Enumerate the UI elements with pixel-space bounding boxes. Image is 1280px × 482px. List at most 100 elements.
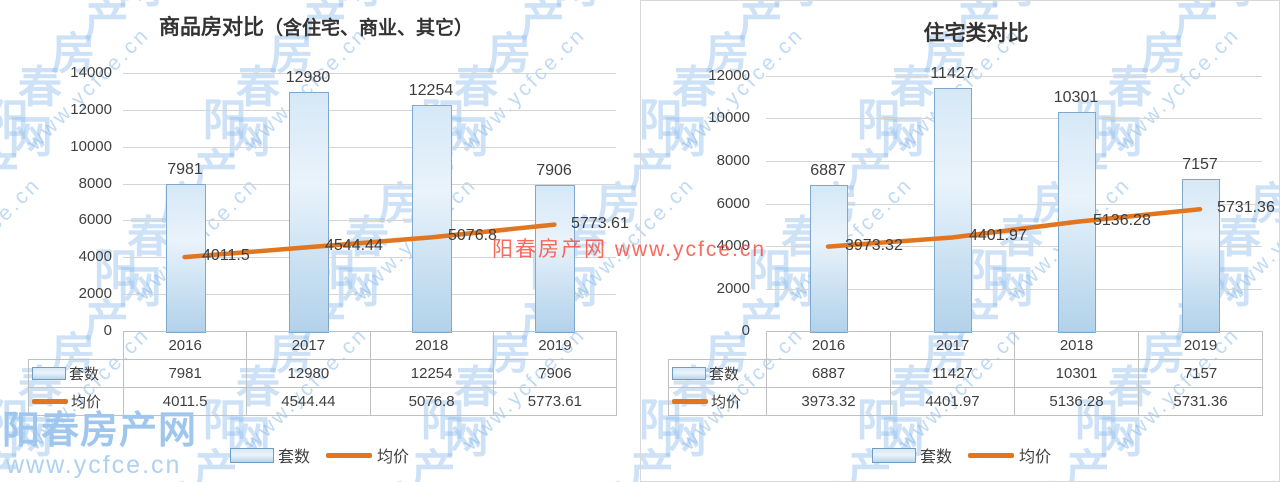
gridline	[123, 110, 616, 111]
bar-value-label: 6887	[810, 162, 846, 179]
table-value-cell: 5136.28	[1014, 387, 1139, 416]
table-value-cell: 3973.32	[766, 387, 891, 416]
table-value-cell: 4544.44	[246, 387, 371, 416]
table-series-row: 套数 7981 12980 12254 7906	[28, 359, 618, 388]
table-value-cell: 12254	[369, 359, 494, 388]
bar-2016	[810, 185, 848, 333]
bar-value-label: 12254	[408, 82, 454, 99]
line-value-label: 5136.28	[1093, 212, 1151, 229]
y-axis-tick-label: 6000	[78, 211, 112, 228]
table-series-name: 套数	[69, 366, 100, 383]
chart-data-table: 2016 2017 2018 2019 套数 6887 11427 10301 7157 均价 39…	[668, 331, 1263, 416]
table-value-cell: 5773.61	[492, 387, 618, 416]
legend-line-label: 均价	[377, 449, 410, 466]
watermark-url-text: www.ycfce.cn	[132, 0, 302, 5]
y-axis-tick-label: 8000	[716, 152, 750, 169]
y-axis-tick-label: 6000	[716, 195, 750, 212]
y-axis-tick-label: 0	[741, 322, 750, 339]
legend-bar-label: 套数	[278, 449, 311, 466]
bar-value-label: 7981	[167, 161, 203, 178]
table-series-row: 均价 3973.32 4401.97 5136.28 5731.36	[668, 387, 1263, 416]
table-year-row: 2016 2017 2018 2019	[28, 331, 618, 360]
chart-data-table: 2016 2017 2018 2019 套数 7981 12980 12254 7906 均价 40…	[28, 331, 618, 416]
line-value-label: 3973.32	[845, 237, 903, 254]
bar-2018	[412, 105, 452, 333]
watermark-brand-text: 阳春房产网	[0, 0, 71, 5]
gridline	[123, 294, 616, 295]
table-year-cell: 2017	[246, 331, 371, 360]
gridline	[123, 220, 616, 221]
gridline	[123, 184, 616, 185]
line-value-label: 4544.44	[325, 237, 383, 254]
table-series-label-cell: 均价	[28, 387, 124, 416]
legend-line-label: 均价	[1019, 449, 1052, 466]
table-series-label-cell: 套数	[668, 359, 767, 388]
right-chart-title-main: 住宅类对比	[923, 22, 1029, 45]
table-series-name: 均价	[71, 394, 102, 411]
bar-value-label: 10301	[1053, 89, 1099, 106]
table-value-cell: 6887	[766, 359, 891, 388]
legend-bar-key-icon	[872, 447, 916, 463]
table-series-label: 均价	[670, 391, 766, 412]
y-axis-tick-label: 12000	[70, 101, 112, 118]
table-series-row: 套数 6887 11427 10301 7157	[668, 359, 1263, 388]
y-axis-tick-label: 14000	[70, 64, 112, 81]
table-year-cell: 2017	[890, 331, 1015, 360]
y-axis-tick-label: 2000	[716, 280, 750, 297]
legend-bar-key-icon	[230, 447, 274, 463]
bar-series-key-icon	[32, 367, 66, 380]
left-chart-title: 商品房对比（含住宅、商业、其它）	[159, 11, 473, 41]
table-value-cell: 7981	[122, 359, 248, 388]
red-watermark-text: 阳春房产网 www.ycfce.cn	[492, 238, 767, 261]
y-axis-tick-label: 4000	[716, 237, 750, 254]
table-series-label: 均价	[30, 391, 123, 412]
table-year-cell: 2016	[122, 331, 248, 360]
table-value-cell: 5076.8	[369, 387, 494, 416]
table-value-cell: 5731.36	[1138, 387, 1263, 416]
watermark-brand-text: 阳春房产网	[296, 0, 507, 5]
table-value-cell: 11427	[890, 359, 1015, 388]
watermark-brand-text: 阳春房产网	[0, 113, 56, 196]
right-chart-title: 住宅类对比	[924, 17, 1029, 47]
line-value-label: 5773.61	[571, 215, 629, 232]
table-value-cell: 10301	[1014, 359, 1139, 388]
table-year-cell: 2019	[492, 331, 618, 360]
bar-2017	[289, 92, 329, 333]
site-logo-url: www.ycfce.cn	[6, 451, 182, 479]
legend-bar-label: 套数	[920, 449, 953, 466]
table-value-cell: 7157	[1138, 359, 1263, 388]
gridline	[123, 147, 616, 148]
bar-value-label: 12980	[285, 69, 331, 86]
bar-2016	[166, 184, 206, 333]
watermark-url-text: www.ycfce.cn	[0, 0, 84, 5]
gridline	[766, 161, 1262, 162]
site-logo-brand: 阳春房产网	[2, 410, 198, 452]
gridline	[766, 289, 1262, 290]
table-series-label: 套数	[670, 363, 766, 384]
legend-line-key-icon	[968, 452, 1015, 458]
bar-series-key-icon	[672, 367, 706, 380]
table-value-cell: 7906	[492, 359, 618, 388]
left-chart-title-main: 商品房对比	[158, 16, 264, 39]
table-corner-blank-cell	[28, 331, 124, 360]
table-series-label-cell: 套数	[28, 359, 124, 388]
gridline	[123, 73, 616, 74]
y-axis-tick-label: 10000	[70, 138, 112, 155]
bar-value-label: 7906	[536, 162, 572, 179]
table-series-label-cell: 均价	[668, 387, 767, 416]
bar-2018	[1058, 112, 1096, 333]
gridline	[766, 76, 1262, 77]
line-value-label: 5076.8	[448, 227, 497, 244]
line-series-key-icon	[32, 399, 68, 404]
y-axis-tick-label: 4000	[78, 248, 112, 265]
table-year-cell: 2019	[1138, 331, 1263, 360]
table-series-label: 套数	[30, 363, 123, 384]
table-series-name: 套数	[709, 366, 740, 383]
line-value-label: 4401.97	[969, 227, 1027, 244]
table-year-cell: 2018	[369, 331, 494, 360]
table-value-cell: 12980	[246, 359, 371, 388]
table-year-row: 2016 2017 2018 2019	[668, 331, 1263, 360]
